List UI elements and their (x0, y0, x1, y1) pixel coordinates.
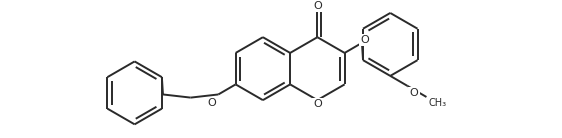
Text: O: O (410, 88, 418, 98)
Text: CH₃: CH₃ (428, 98, 446, 108)
Text: O: O (313, 99, 322, 109)
Text: O: O (313, 1, 322, 11)
Text: O: O (360, 35, 369, 45)
Text: O: O (208, 98, 216, 108)
